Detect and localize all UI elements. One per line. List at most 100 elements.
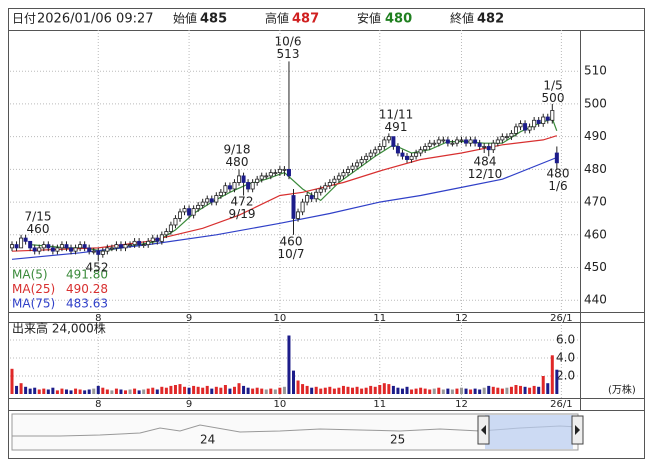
annotation: 10/7 [278,247,305,261]
volume-bar [137,390,141,394]
volume-bar [160,386,164,394]
volume-bar [292,370,296,394]
volume-bar [432,388,436,394]
candle-body [345,168,350,174]
candle-body [46,244,51,249]
candle-body [318,188,323,193]
volume-bar [196,386,200,394]
annotation: 491 [385,120,408,134]
y-tick-label: 450 [584,260,607,274]
volume-bar [464,388,468,394]
candle-body [218,191,223,196]
low-label: 安値 [357,11,381,26]
volume-bar [124,390,128,394]
candle-body [205,198,210,203]
candle-body [19,237,24,249]
high-label: 高値 [265,11,289,26]
header: 日付 2026/01/06 09:27 始値 485 高値 487 安値 480… [12,11,504,27]
annotation: 1/6 [548,179,567,193]
candle-body [314,191,319,200]
high-value: 487 [292,12,319,27]
volume-bar [24,386,28,394]
volume-bar [446,388,450,394]
volume-bar [314,386,318,394]
candle-body [386,136,391,141]
candle-body [277,168,282,174]
x-tick-label: 11 [373,313,386,324]
candle-body [518,123,523,128]
volume-bar [382,383,386,394]
navigator: 24 25 [11,413,584,451]
legend-value: 490.28 [66,282,108,296]
candle-body [182,208,187,213]
volume-bar [505,387,509,394]
y-tick-label: 510 [584,64,607,78]
y-tick-label: 500 [584,96,607,110]
candle-body [400,152,405,157]
annotation: 452 [86,261,109,275]
volume-bar [491,386,495,394]
volume-bar [378,385,382,394]
volume-bar [396,387,400,394]
candle-body [146,240,151,246]
candle-body [177,211,182,219]
candle-body [364,155,369,160]
candle-body [246,182,251,190]
x-tick-label: 10 [274,399,287,410]
candle-body [196,204,201,210]
candle-body [96,250,101,255]
annotation: 500 [542,91,565,105]
candle-body [436,139,441,144]
y-tick-label: 470 [584,195,607,209]
volume-bar [119,389,123,394]
volume-bar [351,387,355,394]
candle-body [504,136,509,139]
candle-body [109,247,114,250]
volume-bar [469,389,473,394]
volume-bar [282,386,286,394]
candle-body [241,175,246,183]
candle-body [336,175,341,180]
volume-bar [110,390,114,394]
volume-bar [278,387,282,394]
volume-bar [500,388,504,394]
candle-body [37,247,42,252]
candle-body [473,139,478,144]
volume-bar [355,386,359,394]
volume-bar [192,385,196,394]
candle-body [273,172,278,175]
volume-bar [459,387,463,394]
volume-bar [546,383,550,394]
volume-bar [555,369,559,394]
candle-body [513,126,518,134]
volume-bar [237,383,241,394]
candle-body [64,244,69,249]
candle-body [355,162,360,167]
volume-bar [269,388,273,394]
volume-bar [105,389,109,394]
y-tick-label: 480 [584,162,607,176]
x-tick-label: 12 [455,313,468,324]
candle-body [114,244,119,249]
handle-arrow [481,425,486,435]
volume-bar [369,385,373,394]
candle-body [296,211,301,219]
volume-bar [205,385,209,394]
volume-bar [173,385,177,394]
candle-body [432,142,437,145]
volume-bar [55,390,59,394]
candle-body [509,132,514,138]
volume-bar [264,389,268,394]
candle-body [59,244,64,249]
candle-body [14,244,19,249]
candle-body [491,142,496,151]
candle-body [200,201,205,206]
candle-body [286,168,291,177]
volume-bar [414,388,418,394]
volume-bar [301,384,305,394]
volume-bar [187,387,191,394]
candle-body [159,234,164,242]
candle-body [291,195,296,219]
volume-bar [360,388,364,394]
volume-bar [337,387,341,394]
